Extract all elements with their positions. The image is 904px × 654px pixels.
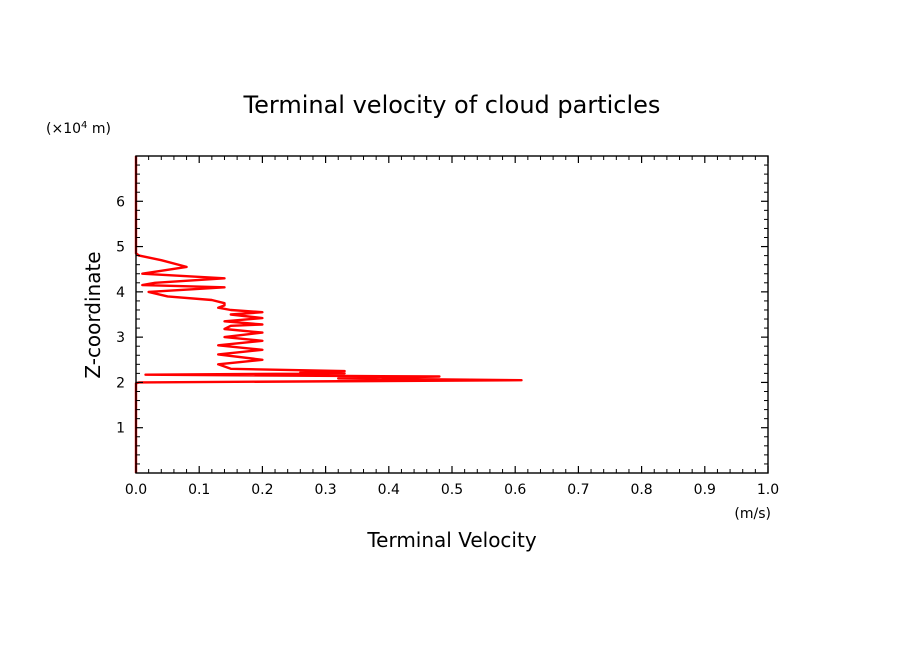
y-tick-label: 5 [116, 240, 125, 256]
x-tick-label: 0.6 [504, 482, 526, 498]
x-tick-label: 0.8 [630, 482, 652, 498]
y-tick-label: 4 [116, 285, 125, 301]
y-tick-label: 1 [116, 421, 125, 437]
chart-title: Terminal velocity of cloud particles [243, 91, 661, 119]
x-tick-label: 1.0 [757, 482, 779, 498]
data-layer [134, 156, 523, 473]
x-tick-label: 0.0 [125, 482, 147, 498]
x-axis-unit: (m/s) [734, 506, 771, 522]
tick-layer: 0.0 0.1 0.2 0.3 0.4 0.5 0.6 0.7 0.8 0.9 1.0 1 2 3 4 5 6 [116, 156, 779, 498]
x-tick-label: 0.1 [188, 482, 210, 498]
x-tick-label: 0.5 [441, 482, 463, 498]
x-tick-label: 0.4 [378, 482, 400, 498]
y-axis-label: Z-coordinate [81, 251, 105, 378]
x-tick-label: 0.9 [694, 482, 716, 498]
x-tick-label: 0.3 [314, 482, 336, 498]
x-tick-label: 0.7 [567, 482, 589, 498]
y-tick-label: 6 [116, 194, 125, 210]
y-tick-label: 2 [116, 375, 125, 391]
series-line-0 [134, 156, 523, 473]
y-tick-label: 3 [116, 330, 125, 346]
x-tick-label: 0.2 [251, 482, 273, 498]
y-axis-unit: (×104 m) [46, 120, 111, 137]
x-axis-label: Terminal Velocity [366, 528, 537, 552]
